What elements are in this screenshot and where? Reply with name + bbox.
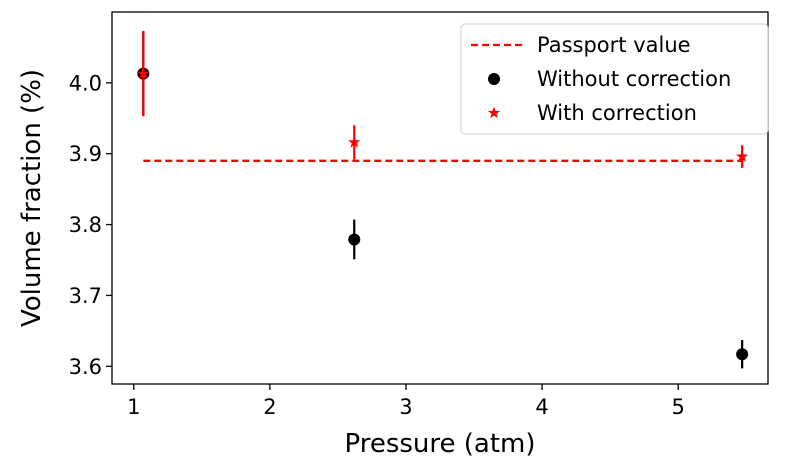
x-axis: 1 2 3 4 5 (127, 384, 685, 419)
x-tick-label: 2 (263, 395, 276, 419)
legend-label-without-correction: Without correction (537, 67, 731, 91)
y-tick-label: 3.7 (69, 284, 102, 308)
y-axis: 3.6 3.7 3.8 3.9 4.0 (69, 71, 112, 379)
point-with-correction (735, 150, 749, 162)
x-tick-label: 3 (399, 395, 412, 419)
x-tick-label: 4 (535, 395, 548, 419)
point-without-correction (736, 348, 749, 361)
point-with-correction (348, 135, 361, 148)
y-tick-label: 3.9 (69, 142, 102, 166)
legend-label-with-correction: With correction (537, 101, 697, 125)
y-tick-label: 3.6 (69, 355, 102, 379)
legend-label-passport: Passport value (537, 33, 691, 57)
legend-swatch-with-correction (487, 106, 501, 119)
x-tick-label: 1 (127, 395, 140, 419)
plot-frame (111, 11, 769, 385)
x-axis-label: Pressure (atm) (344, 429, 535, 459)
point-with-correction (137, 67, 150, 79)
legend-box (460, 23, 769, 135)
y-tick-label: 4.0 (69, 71, 102, 95)
legend-swatch-without-correction (488, 73, 500, 85)
y-tick-label: 3.8 (69, 213, 102, 237)
plot-content (137, 31, 749, 369)
x-tick-label: 5 (671, 395, 684, 419)
y-axis-label: Volume fraction (%) (17, 69, 47, 327)
point-without-correction (348, 233, 361, 246)
legend: Passport value Without correction With c… (460, 23, 769, 135)
